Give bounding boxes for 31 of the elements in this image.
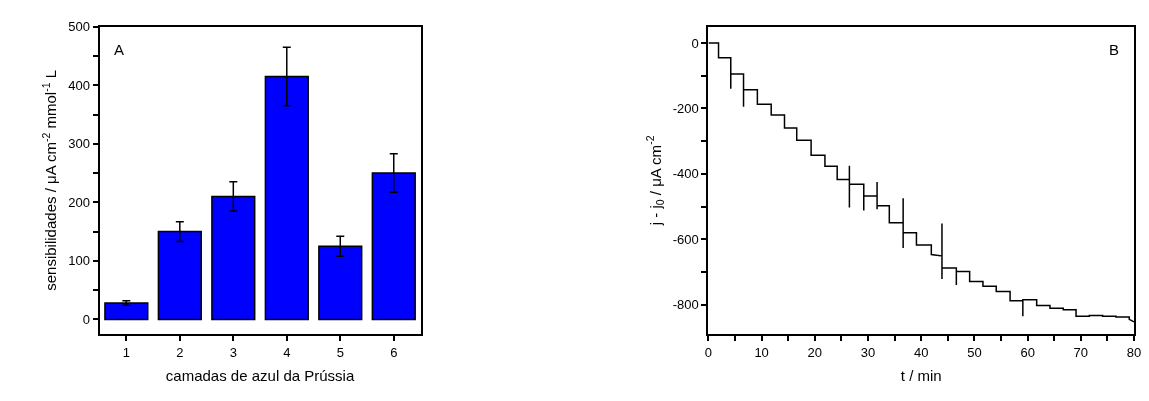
- x-tick-label: 20: [807, 344, 823, 360]
- annotation: B: [1109, 41, 1120, 58]
- y-tick-label: -400: [672, 166, 699, 182]
- x-tick-label: 30: [860, 344, 876, 360]
- x-tick-label: 10: [754, 344, 769, 360]
- x-tick-label: 40: [914, 344, 929, 360]
- x-tick-label: 5: [336, 344, 344, 360]
- x-tick-label: 1: [122, 344, 130, 360]
- y-tick-label: -600: [672, 231, 699, 247]
- x-tick-label: 0: [704, 344, 713, 360]
- x-tick-label: 4: [283, 344, 291, 360]
- x-tick-label: 80: [1126, 344, 1142, 360]
- x-tick-label: 2: [176, 344, 184, 360]
- x-tick-label: 70: [1073, 344, 1089, 360]
- x-tick-label: 60: [1020, 344, 1035, 360]
- x-axis-title: t / min: [900, 367, 942, 385]
- bar: [104, 302, 149, 321]
- x-tick-label: 6: [390, 344, 398, 360]
- x-axis-title: camadas de azul da Prússia: [165, 367, 355, 385]
- x-tick-label: 50: [967, 344, 982, 360]
- y-tick-label: 0: [691, 35, 699, 51]
- y-tick-label: -200: [672, 100, 699, 116]
- y-tick-label: 400: [68, 77, 90, 93]
- y-tick-label: 200: [68, 194, 90, 210]
- y-tick-label: -800: [672, 297, 699, 313]
- y-tick-label: 300: [68, 136, 90, 152]
- y-tick-label: 500: [68, 19, 90, 35]
- y-tick-label: 0: [82, 311, 90, 327]
- annotation: A: [114, 41, 125, 58]
- x-tick-label: 3: [229, 344, 237, 360]
- y-tick-label: 100: [68, 253, 90, 269]
